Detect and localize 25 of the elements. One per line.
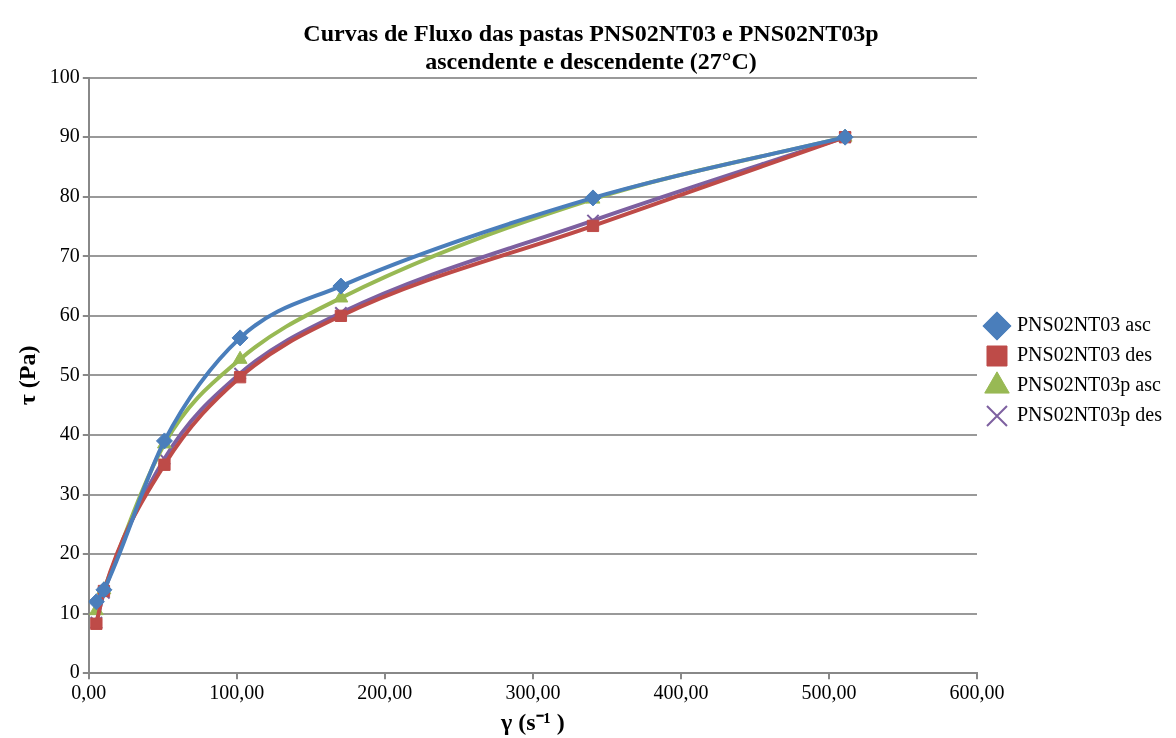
x-tick-label: 500,00 bbox=[801, 681, 857, 704]
y-tick-label: 100 bbox=[49, 64, 80, 87]
legend-label: PNS02NT03p asc bbox=[1016, 373, 1161, 397]
y-tick-label: 10 bbox=[59, 600, 80, 623]
y-tick-label: 60 bbox=[59, 303, 80, 326]
y-tick-label: 90 bbox=[59, 124, 80, 147]
x-axis-title: γ (s⁻¹ ) bbox=[500, 708, 565, 735]
x-tick-label: 300,00 bbox=[505, 681, 561, 704]
x-tick-label: 0,00 bbox=[71, 681, 107, 704]
y-tick-label: 0 bbox=[69, 660, 80, 683]
x-tick-label: 100,00 bbox=[209, 681, 265, 704]
y-tick-label: 70 bbox=[59, 243, 80, 266]
x-tick-label: 600,00 bbox=[949, 681, 1005, 704]
legend-label: PNS02NT03 des bbox=[1016, 343, 1153, 366]
y-axis-title: τ (Pa) bbox=[13, 345, 40, 406]
y-tick-label: 40 bbox=[59, 422, 80, 445]
x-tick-label: 400,00 bbox=[653, 681, 709, 704]
y-tick-label: 50 bbox=[59, 362, 80, 385]
chart-title: Curvas de Fluxo das pastas PNS02NT03 e PNS02NT03p ascendente e descendente (27°C) bbox=[303, 19, 879, 75]
x-tick-label: 200,00 bbox=[357, 681, 413, 704]
legend-label: PNS02NT03 asc bbox=[1016, 313, 1151, 336]
legend-label: PNS02NT03p des bbox=[1016, 403, 1163, 427]
y-tick-label: 80 bbox=[59, 183, 80, 206]
y-tick-label: 20 bbox=[59, 541, 80, 564]
y-tick-label: 30 bbox=[59, 481, 80, 504]
